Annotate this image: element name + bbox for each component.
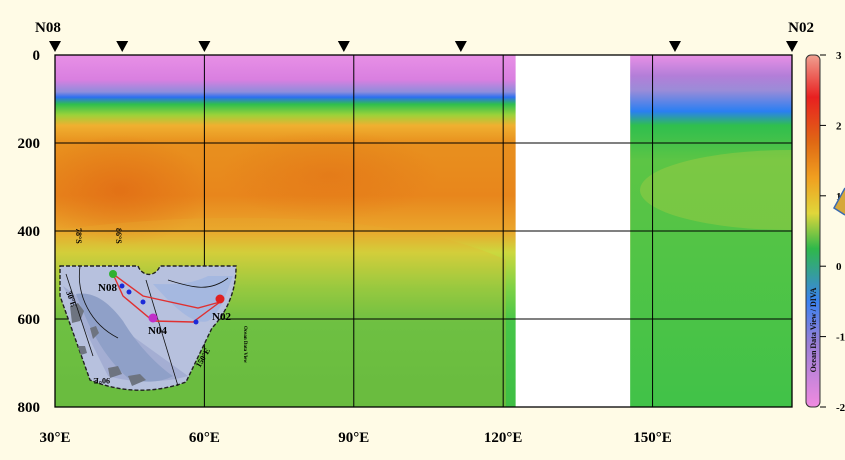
colorbar-tick-label: 3	[836, 50, 842, 62]
inset-coord-86s: 86°S	[114, 228, 123, 244]
y-tick-label: 600	[18, 312, 41, 328]
station-marker	[198, 41, 211, 52]
station-marker	[454, 41, 467, 52]
colorbar-tick-label: 1	[836, 191, 842, 203]
inset-label-n04: N04	[148, 325, 167, 337]
inset-label-n02: N02	[212, 311, 231, 323]
inset-coord-78s: 78°S	[74, 228, 83, 244]
station-marker	[116, 41, 129, 52]
colorbar-tick-label: 2	[836, 120, 842, 132]
colorbar-tick-label: -2	[836, 402, 845, 414]
station-marker	[49, 41, 61, 52]
x-tick-label: 90°E	[338, 430, 369, 446]
colorbar-label: Ocean Data View / DIVA	[809, 287, 818, 372]
colorbar-tick-label: -1	[836, 332, 845, 344]
x-tick-label: 120°E	[484, 430, 523, 446]
y-tick-label: 0	[33, 48, 41, 64]
y-tick-label: 200	[18, 136, 41, 152]
x-tick-label: 30°E	[39, 430, 70, 446]
station-marker	[337, 41, 350, 52]
station-marker	[786, 41, 798, 52]
station-label: N02	[788, 20, 814, 36]
colorbar-tick-label: 0	[836, 261, 842, 273]
y-tick-label: 800	[18, 400, 41, 416]
station-label: N08	[35, 20, 61, 36]
x-tick-label: 150°E	[633, 430, 672, 446]
x-tick-label: 60°E	[189, 430, 220, 446]
plot-frame	[54, 54, 793, 408]
inset-map: N08 N04 N02 30°E 90°E 150°E 78°S 86°S Oc…	[59, 228, 247, 391]
y-tick-label: 400	[18, 224, 41, 240]
colorbar-pointer	[833, 187, 845, 216]
inset-credit: Ocean Data View	[242, 326, 247, 363]
inset-coord-90e: 90°E	[93, 376, 110, 385]
station-marker	[668, 41, 681, 52]
colorbar	[805, 54, 821, 408]
inset-label-n08: N08	[98, 282, 117, 294]
